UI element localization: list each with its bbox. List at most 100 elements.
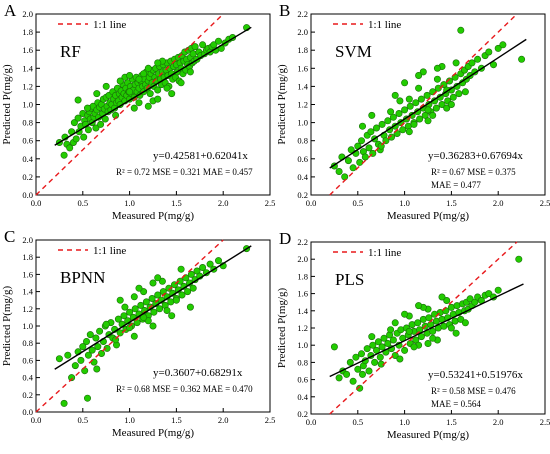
x-tick-label: 0.0: [306, 417, 317, 427]
x-tick-label: 0.5: [352, 198, 363, 208]
y-tick-label: 0.8: [22, 118, 33, 128]
data-point: [70, 119, 78, 127]
data-point: [103, 344, 111, 352]
data-point: [60, 399, 68, 407]
data-point: [156, 305, 164, 313]
data-point: [391, 351, 399, 359]
data-point: [455, 90, 463, 98]
data-point: [116, 296, 124, 304]
data-point: [88, 346, 96, 354]
data-point: [416, 115, 424, 123]
data-point: [461, 319, 469, 327]
data-point: [86, 331, 94, 339]
data-point: [376, 353, 384, 361]
data-point: [177, 79, 185, 87]
y-tick-label: 1.0: [22, 321, 33, 331]
metrics-text: MAE = 0.564: [431, 399, 481, 409]
data-point: [144, 64, 152, 72]
y-tick-label: 1.6: [297, 63, 308, 73]
y-tick-label: 0.8: [22, 338, 33, 348]
data-point: [396, 97, 404, 105]
regression-equation: y=0.36283+0.67694x: [428, 150, 523, 162]
data-point: [410, 120, 418, 128]
data-point: [206, 260, 214, 268]
data-point: [144, 317, 152, 325]
data-point: [352, 353, 360, 361]
data-point: [374, 338, 382, 346]
y-tick-label: 0.8: [297, 357, 308, 367]
data-point: [126, 308, 134, 316]
data-point: [84, 104, 92, 112]
data-point: [367, 128, 375, 136]
data-point: [144, 102, 152, 110]
data-point: [387, 326, 395, 334]
data-point: [391, 91, 399, 99]
data-point: [158, 277, 166, 285]
metrics-text: R² = 0.58 MSE = 0.476: [431, 386, 516, 396]
regression-line: [329, 283, 524, 378]
y-tick-label: 0.6: [22, 355, 33, 365]
data-point: [499, 41, 507, 49]
data-point: [474, 55, 482, 63]
data-point: [120, 312, 128, 320]
data-point: [176, 277, 184, 285]
data-point: [358, 122, 366, 130]
data-point: [146, 90, 154, 98]
y-tick-label: 2.2: [297, 9, 308, 19]
data-point: [363, 345, 371, 353]
data-point: [368, 111, 376, 119]
data-point: [131, 305, 139, 313]
data-point: [98, 349, 106, 357]
y-tick-label: 1.2: [297, 100, 308, 110]
data-point: [102, 320, 110, 328]
data-point: [354, 365, 362, 373]
data-point: [438, 293, 446, 301]
y-tick-label: 0.2: [297, 409, 308, 419]
data-point: [399, 126, 407, 134]
regression-line: [329, 38, 527, 169]
panel-letter: B: [279, 1, 290, 20]
data-point: [154, 291, 162, 299]
identity-line: [329, 241, 518, 415]
y-tick-label: 1.8: [297, 45, 308, 55]
data-point: [443, 104, 451, 112]
panel-letter: C: [4, 227, 15, 246]
model-label: SVM: [335, 42, 372, 61]
data-point: [80, 133, 88, 141]
data-point: [452, 329, 460, 337]
data-point: [189, 284, 197, 292]
panel-letter: A: [4, 1, 17, 20]
data-point: [93, 90, 101, 98]
y-tick-label: 1.4: [22, 287, 33, 297]
x-tick-label: 1.0: [124, 198, 135, 208]
data-point: [335, 168, 343, 176]
data-point: [494, 286, 502, 294]
data-point: [344, 157, 352, 165]
regression-line: [54, 245, 252, 370]
data-point: [346, 358, 354, 366]
y-tick-label: 2.0: [297, 27, 308, 37]
data-point: [149, 322, 157, 330]
y-tick-label: 1.6: [22, 45, 33, 55]
data-point: [461, 88, 469, 96]
data-point: [466, 295, 474, 303]
data-point: [432, 104, 440, 112]
y-tick-label: 2.0: [22, 9, 33, 19]
data-point: [154, 86, 162, 94]
data-point: [130, 332, 138, 340]
data-point: [401, 310, 409, 318]
metrics-text: R² = 0.68 MSE = 0.362 MAE = 0.470: [116, 384, 253, 394]
y-tick-label: 0.6: [22, 136, 33, 146]
data-point: [457, 26, 465, 34]
legend-label: 1:1 line: [93, 245, 126, 257]
y-tick-label: 0.2: [22, 172, 33, 182]
data-point: [191, 43, 199, 51]
data-point: [468, 59, 476, 67]
panel-d: 0.0 0.5 1.0 1.5 2.0 2.5 0.2 0.4 0.6 0.8 1.0 1.2 1.4 1…: [276, 229, 550, 441]
data-point: [71, 362, 79, 370]
y-tick-label: 0.6: [297, 375, 308, 385]
data-point: [485, 290, 493, 298]
data-point: [389, 113, 397, 121]
x-tick-label: 0.5: [77, 198, 88, 208]
data-point: [140, 70, 148, 78]
